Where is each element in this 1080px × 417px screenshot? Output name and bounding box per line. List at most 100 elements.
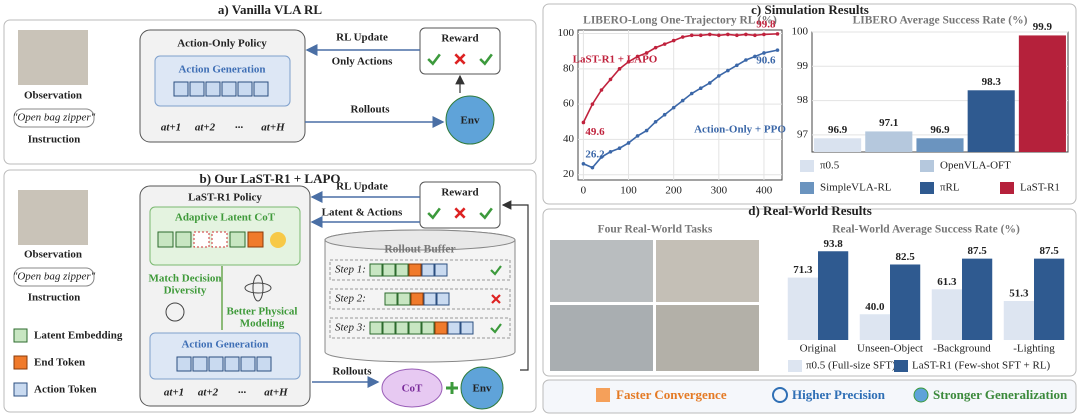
highlight: Higher Precision xyxy=(792,387,886,402)
icon xyxy=(244,282,272,294)
highlight: Stronger Generalization xyxy=(933,387,1068,402)
token xyxy=(382,263,396,277)
action-label: ··· xyxy=(235,122,244,134)
icon xyxy=(252,274,264,302)
token xyxy=(434,321,448,335)
panel-title: a) Vanilla VLA RL xyxy=(218,2,322,17)
panel-title: b) Our LaST-R1 + LAPO xyxy=(199,171,340,186)
point xyxy=(599,155,604,159)
x-tick-label: 100 xyxy=(620,185,637,197)
token xyxy=(447,321,461,335)
x-tick-label: 0 xyxy=(581,185,587,197)
token xyxy=(408,263,422,277)
label: Env xyxy=(473,383,492,395)
token xyxy=(421,321,435,335)
label: RL Update xyxy=(336,32,388,44)
panel-b-frame xyxy=(3,169,537,413)
data-label: 98.3 xyxy=(982,76,1002,88)
point xyxy=(775,32,780,36)
point xyxy=(671,105,676,110)
bar xyxy=(916,138,964,152)
observation-image xyxy=(18,30,88,85)
task-photos xyxy=(550,240,759,371)
label: Observation xyxy=(24,90,82,102)
action-label: at+H xyxy=(261,122,285,134)
bar xyxy=(967,90,1015,152)
legend-label: End Token xyxy=(34,357,85,369)
label: Instruction xyxy=(28,292,81,304)
token-row xyxy=(176,356,272,372)
data-label: 99.9 xyxy=(1033,21,1053,33)
x-tick-label: Original xyxy=(800,343,837,355)
reward-box xyxy=(419,181,501,229)
point xyxy=(735,63,739,68)
steps: Step 1: Step 2: Step 3: xyxy=(329,259,511,339)
arrow xyxy=(501,200,529,371)
token xyxy=(408,321,422,335)
bar xyxy=(962,258,993,340)
point xyxy=(698,86,703,91)
line xyxy=(583,49,778,169)
series-label: Action-Only + PPO xyxy=(694,124,786,136)
legend-label: LaST-R1 (Few-shot SFT + RL) xyxy=(912,360,1051,372)
label: LaST-R1 Policy xyxy=(188,192,262,204)
action-label: at+1 xyxy=(164,387,184,399)
action-label: ··· xyxy=(238,387,247,399)
point xyxy=(680,98,685,103)
label: RL Update xyxy=(336,181,388,193)
point xyxy=(753,54,757,59)
point xyxy=(753,33,757,38)
point xyxy=(726,68,730,73)
cot-cloud xyxy=(381,368,443,408)
point xyxy=(590,165,595,170)
step-label: Step 2: xyxy=(335,293,366,305)
instruction-box xyxy=(13,108,95,128)
point xyxy=(635,134,640,138)
point xyxy=(707,32,712,37)
label: CoT xyxy=(402,383,423,395)
point xyxy=(680,35,685,39)
label: Instruction xyxy=(28,134,81,146)
bar xyxy=(814,138,862,152)
step-label: Step 1: xyxy=(335,264,366,276)
y-tick-label: 97 xyxy=(797,128,809,140)
chart-title: LIBERO-Long One-Trajectory RL (%) xyxy=(583,15,777,27)
point xyxy=(662,42,667,46)
data-label: 61.3 xyxy=(937,276,957,288)
point xyxy=(608,149,613,154)
point xyxy=(581,120,586,125)
bar xyxy=(859,314,890,340)
env-globe xyxy=(460,366,504,410)
bar xyxy=(1003,301,1034,340)
x-tick-label: 400 xyxy=(756,185,773,197)
label: Rollouts xyxy=(332,366,372,378)
bar xyxy=(787,277,818,340)
y-tick-label: 80 xyxy=(563,62,575,74)
panel-d-frame xyxy=(542,208,1077,377)
label: Rollouts xyxy=(350,104,390,116)
y-tick-label: 40 xyxy=(563,133,575,145)
token xyxy=(434,263,448,277)
point xyxy=(644,51,649,55)
y-tick-label: 60 xyxy=(563,98,575,110)
chart-title: Real-World Average Success Rate (%) xyxy=(832,224,1020,236)
y-tick-label: 100 xyxy=(792,26,809,38)
label: Action Generation xyxy=(178,64,265,76)
legend-label: πRL xyxy=(940,182,960,194)
data-label: 96.9 xyxy=(828,124,848,136)
step-frame xyxy=(329,288,511,310)
legend-swatch xyxy=(894,360,908,372)
y-tick-label: 100 xyxy=(558,27,575,39)
buffer-top xyxy=(324,229,516,251)
instruction-box xyxy=(13,267,95,287)
legend-label: OpenVLA-OFT xyxy=(940,160,1011,172)
action-label: at+2 xyxy=(195,122,216,134)
label: Env xyxy=(461,115,480,127)
env-globe xyxy=(445,95,495,145)
legend-swatch xyxy=(800,160,814,172)
data-label: 82.5 xyxy=(895,251,915,263)
observation-image xyxy=(18,190,88,245)
legend-swatch xyxy=(920,182,934,194)
point xyxy=(653,119,658,124)
